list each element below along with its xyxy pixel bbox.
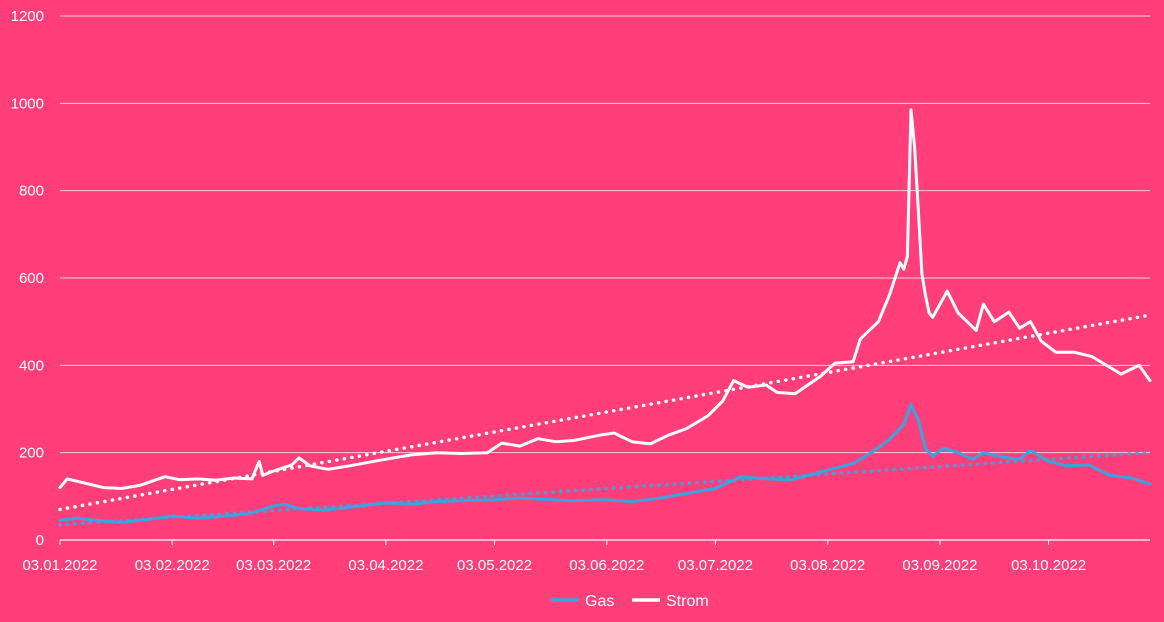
trendlines [58,313,1152,527]
legend: Gas Strom [551,593,709,610]
x-tick-label-8: 03.09.2022 [902,557,977,574]
x-tick-label-6: 03.07.2022 [678,557,753,574]
series-lines [58,108,1152,524]
y-axis-tick-labels: 0 200 400 600 800 1000 1200 [11,8,44,549]
x-tick-label-5: 03.06.2022 [569,557,644,574]
x-tick-label-4: 03.05.2022 [457,557,532,574]
legend-label-strom: Strom [666,593,709,610]
x-tick-label-0: 03.01.2022 [22,557,97,574]
strom-trendline [58,313,1152,512]
x-tick-label-7: 03.08.2022 [790,557,865,574]
x-tick-label-2: 03.03.2022 [236,557,311,574]
x-tick-label-3: 03.04.2022 [348,557,423,574]
y-tick-label-800: 800 [19,183,44,200]
y-tick-label-200: 200 [19,445,44,462]
y-tick-label-600: 600 [19,270,44,287]
legend-label-gas: Gas [585,593,614,610]
gas-series-line [58,403,1152,524]
y-tick-label-400: 400 [19,357,44,374]
x-tick-label-9: 03.10.2022 [1011,557,1086,574]
x-tick-label-1: 03.02.2022 [135,557,210,574]
gas-trendline [58,450,1152,527]
x-axis: 03.01.2022 03.02.2022 03.03.2022 03.04.2022… [22,539,1150,574]
gridlines [60,15,1150,454]
y-tick-label-1000: 1000 [11,95,44,112]
y-tick-label-0: 0 [36,532,44,549]
strom-series-line [58,108,1152,490]
y-tick-label-1200: 1200 [11,8,44,25]
